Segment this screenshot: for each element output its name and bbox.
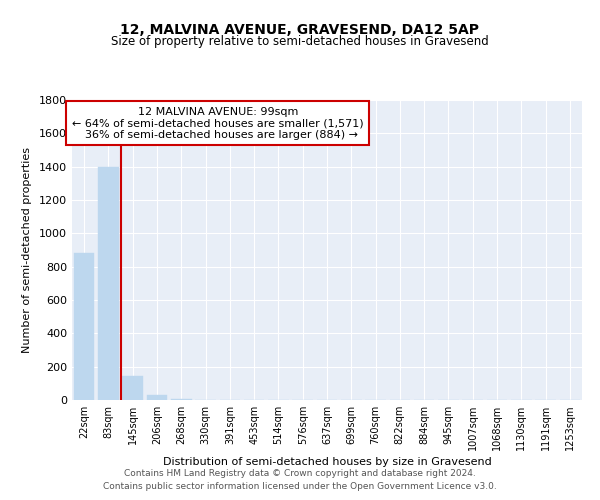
- Y-axis label: Number of semi-detached properties: Number of semi-detached properties: [22, 147, 32, 353]
- Text: 12, MALVINA AVENUE, GRAVESEND, DA12 5AP: 12, MALVINA AVENUE, GRAVESEND, DA12 5AP: [121, 22, 479, 36]
- Bar: [74, 254, 94, 400]
- X-axis label: Distribution of semi-detached houses by size in Gravesend: Distribution of semi-detached houses by …: [163, 458, 491, 468]
- Text: 12 MALVINA AVENUE: 99sqm
← 64% of semi-detached houses are smaller (1,571)
  36%: 12 MALVINA AVENUE: 99sqm ← 64% of semi-d…: [72, 106, 364, 140]
- Bar: [98, 166, 119, 400]
- Bar: [122, 376, 143, 400]
- Bar: [146, 395, 167, 400]
- Text: Contains public sector information licensed under the Open Government Licence v3: Contains public sector information licen…: [103, 482, 497, 491]
- Text: Size of property relative to semi-detached houses in Gravesend: Size of property relative to semi-detach…: [111, 35, 489, 48]
- Bar: [171, 399, 191, 400]
- Text: Contains HM Land Registry data © Crown copyright and database right 2024.: Contains HM Land Registry data © Crown c…: [124, 468, 476, 477]
